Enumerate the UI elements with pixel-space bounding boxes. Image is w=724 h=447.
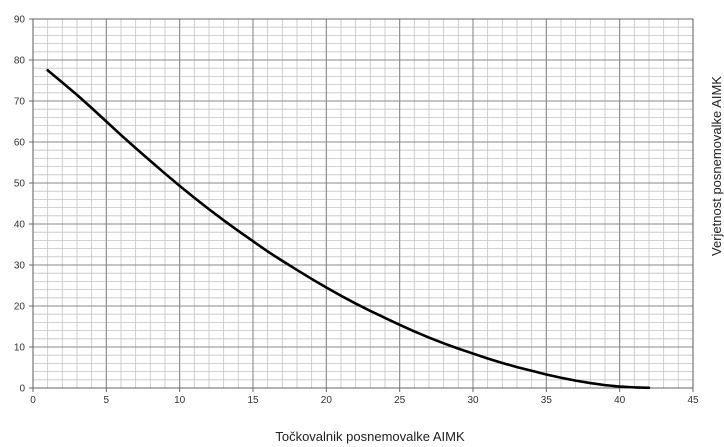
minor-grid (32, 18, 694, 389)
x-tick-label: 35 (541, 395, 553, 406)
x-tick-label: 25 (394, 395, 406, 406)
y-tick-label: 60 (14, 138, 26, 149)
y-tick-label: 70 (14, 97, 26, 108)
x-tick-label: 20 (321, 395, 333, 406)
y-tick-label: 90 (14, 15, 26, 26)
x-axis-ticks: 0 5 10 15 20 25 30 35 40 45 (30, 388, 699, 406)
y-axis-title: Verjetnost posnemovalke AIMK (709, 76, 724, 256)
y-tick-label: 10 (14, 343, 26, 354)
y-tick-label: 50 (14, 179, 26, 190)
y-tick-label: 80 (14, 56, 26, 67)
y-axis-ticks: 0 10 20 30 40 50 60 70 80 90 (14, 15, 33, 395)
x-axis-title: Točkovalnik posnemovalke AIMK (275, 429, 465, 444)
y-tick-label: 0 (19, 384, 25, 395)
y-tick-label: 20 (14, 302, 26, 313)
x-tick-label: 15 (247, 395, 259, 406)
major-grid (32, 18, 694, 389)
x-tick-label: 10 (174, 395, 186, 406)
y-tick-label: 40 (14, 220, 26, 231)
series-line (46, 68, 651, 390)
x-tick-label: 0 (30, 395, 36, 406)
y-tick-label: 30 (14, 261, 26, 272)
plot-frame (32, 18, 694, 389)
x-tick-label: 40 (614, 395, 626, 406)
x-tick-label: 45 (687, 395, 699, 406)
x-tick-label: 5 (104, 395, 110, 406)
x-tick-label: 30 (467, 395, 479, 406)
